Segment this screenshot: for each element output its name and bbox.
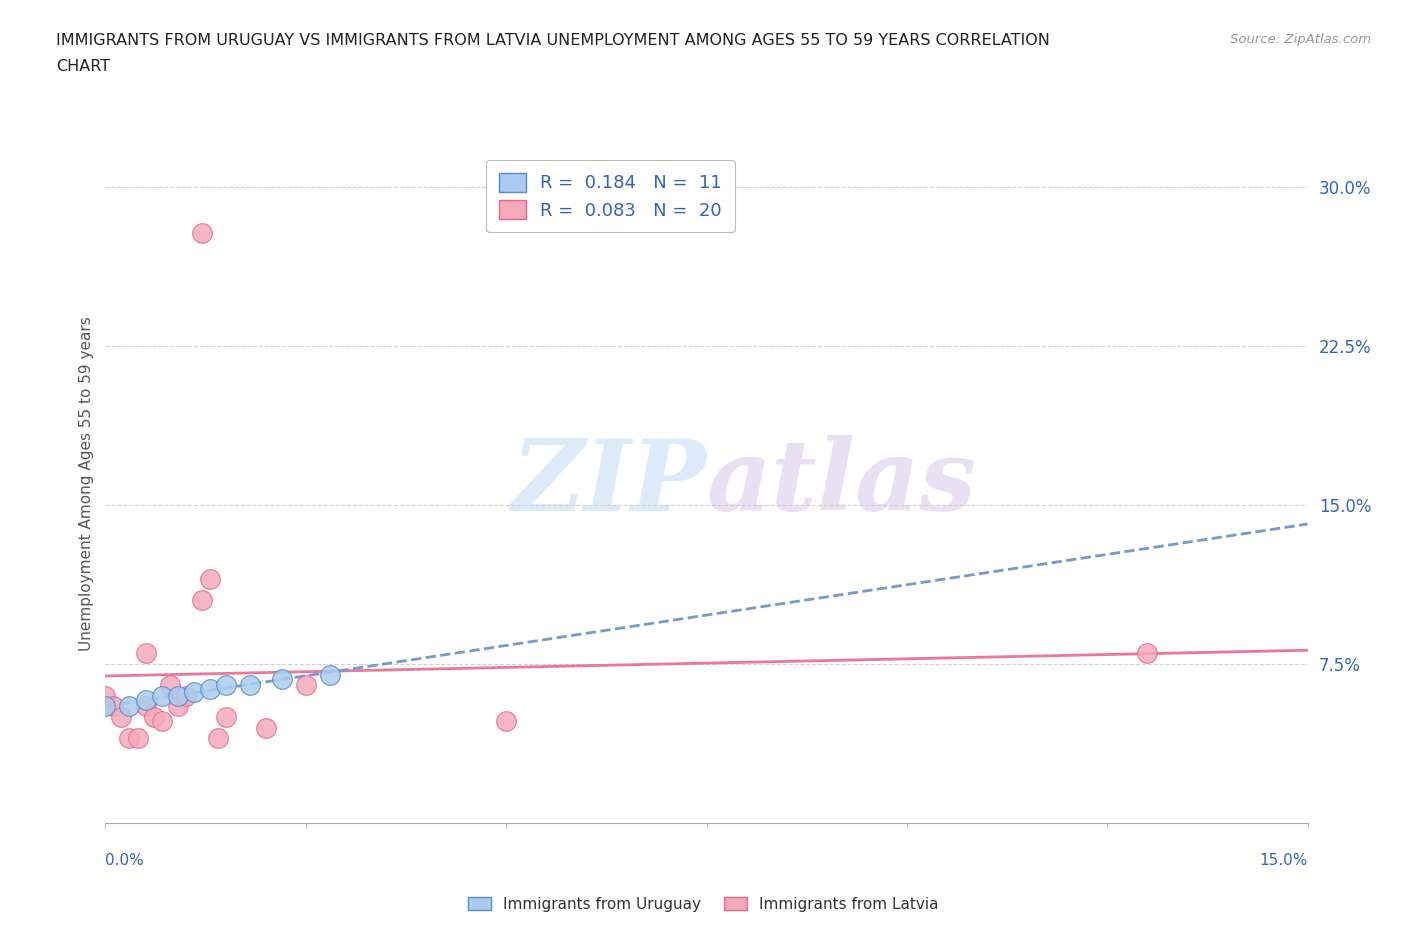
Point	[135, 699, 157, 714]
Point	[190, 592, 212, 607]
Point	[118, 731, 141, 746]
Point	[127, 731, 149, 746]
Point	[214, 710, 236, 724]
Point	[94, 688, 117, 703]
Point	[166, 688, 188, 703]
Text: atlas: atlas	[707, 435, 977, 532]
Point	[142, 710, 165, 724]
Point	[159, 678, 181, 693]
Point	[150, 688, 173, 703]
Legend: Immigrants from Uruguay, Immigrants from Latvia: Immigrants from Uruguay, Immigrants from…	[461, 890, 945, 918]
Text: ZIP: ZIP	[512, 435, 707, 532]
Point	[110, 710, 132, 724]
Point	[94, 699, 117, 714]
Point	[1136, 646, 1159, 661]
Point	[198, 682, 221, 697]
Text: CHART: CHART	[56, 59, 110, 73]
Text: 0.0%: 0.0%	[105, 853, 145, 868]
Y-axis label: Unemployment Among Ages 55 to 59 years: Unemployment Among Ages 55 to 59 years	[79, 316, 94, 651]
Point	[295, 678, 318, 693]
Point	[183, 684, 205, 699]
Point	[495, 714, 517, 729]
Point	[118, 699, 141, 714]
Point	[174, 688, 197, 703]
Point	[319, 667, 342, 682]
Text: Source: ZipAtlas.com: Source: ZipAtlas.com	[1230, 33, 1371, 46]
Point	[166, 699, 188, 714]
Point	[207, 731, 229, 746]
Point	[135, 646, 157, 661]
Point	[214, 678, 236, 693]
Point	[135, 693, 157, 708]
Point	[270, 671, 292, 686]
Point	[190, 226, 212, 241]
Text: IMMIGRANTS FROM URUGUAY VS IMMIGRANTS FROM LATVIA UNEMPLOYMENT AMONG AGES 55 TO : IMMIGRANTS FROM URUGUAY VS IMMIGRANTS FR…	[56, 33, 1050, 47]
Point	[103, 699, 125, 714]
Legend: R =  0.184   N =  11, R =  0.083   N =  20: R = 0.184 N = 11, R = 0.083 N = 20	[486, 160, 734, 232]
Point	[198, 572, 221, 587]
Point	[254, 720, 277, 735]
Point	[239, 678, 262, 693]
Point	[150, 714, 173, 729]
Text: 15.0%: 15.0%	[1260, 853, 1308, 868]
